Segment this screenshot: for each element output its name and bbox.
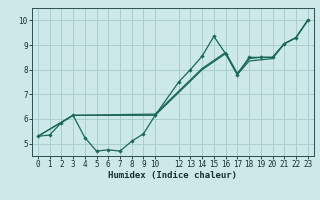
X-axis label: Humidex (Indice chaleur): Humidex (Indice chaleur) [108, 171, 237, 180]
